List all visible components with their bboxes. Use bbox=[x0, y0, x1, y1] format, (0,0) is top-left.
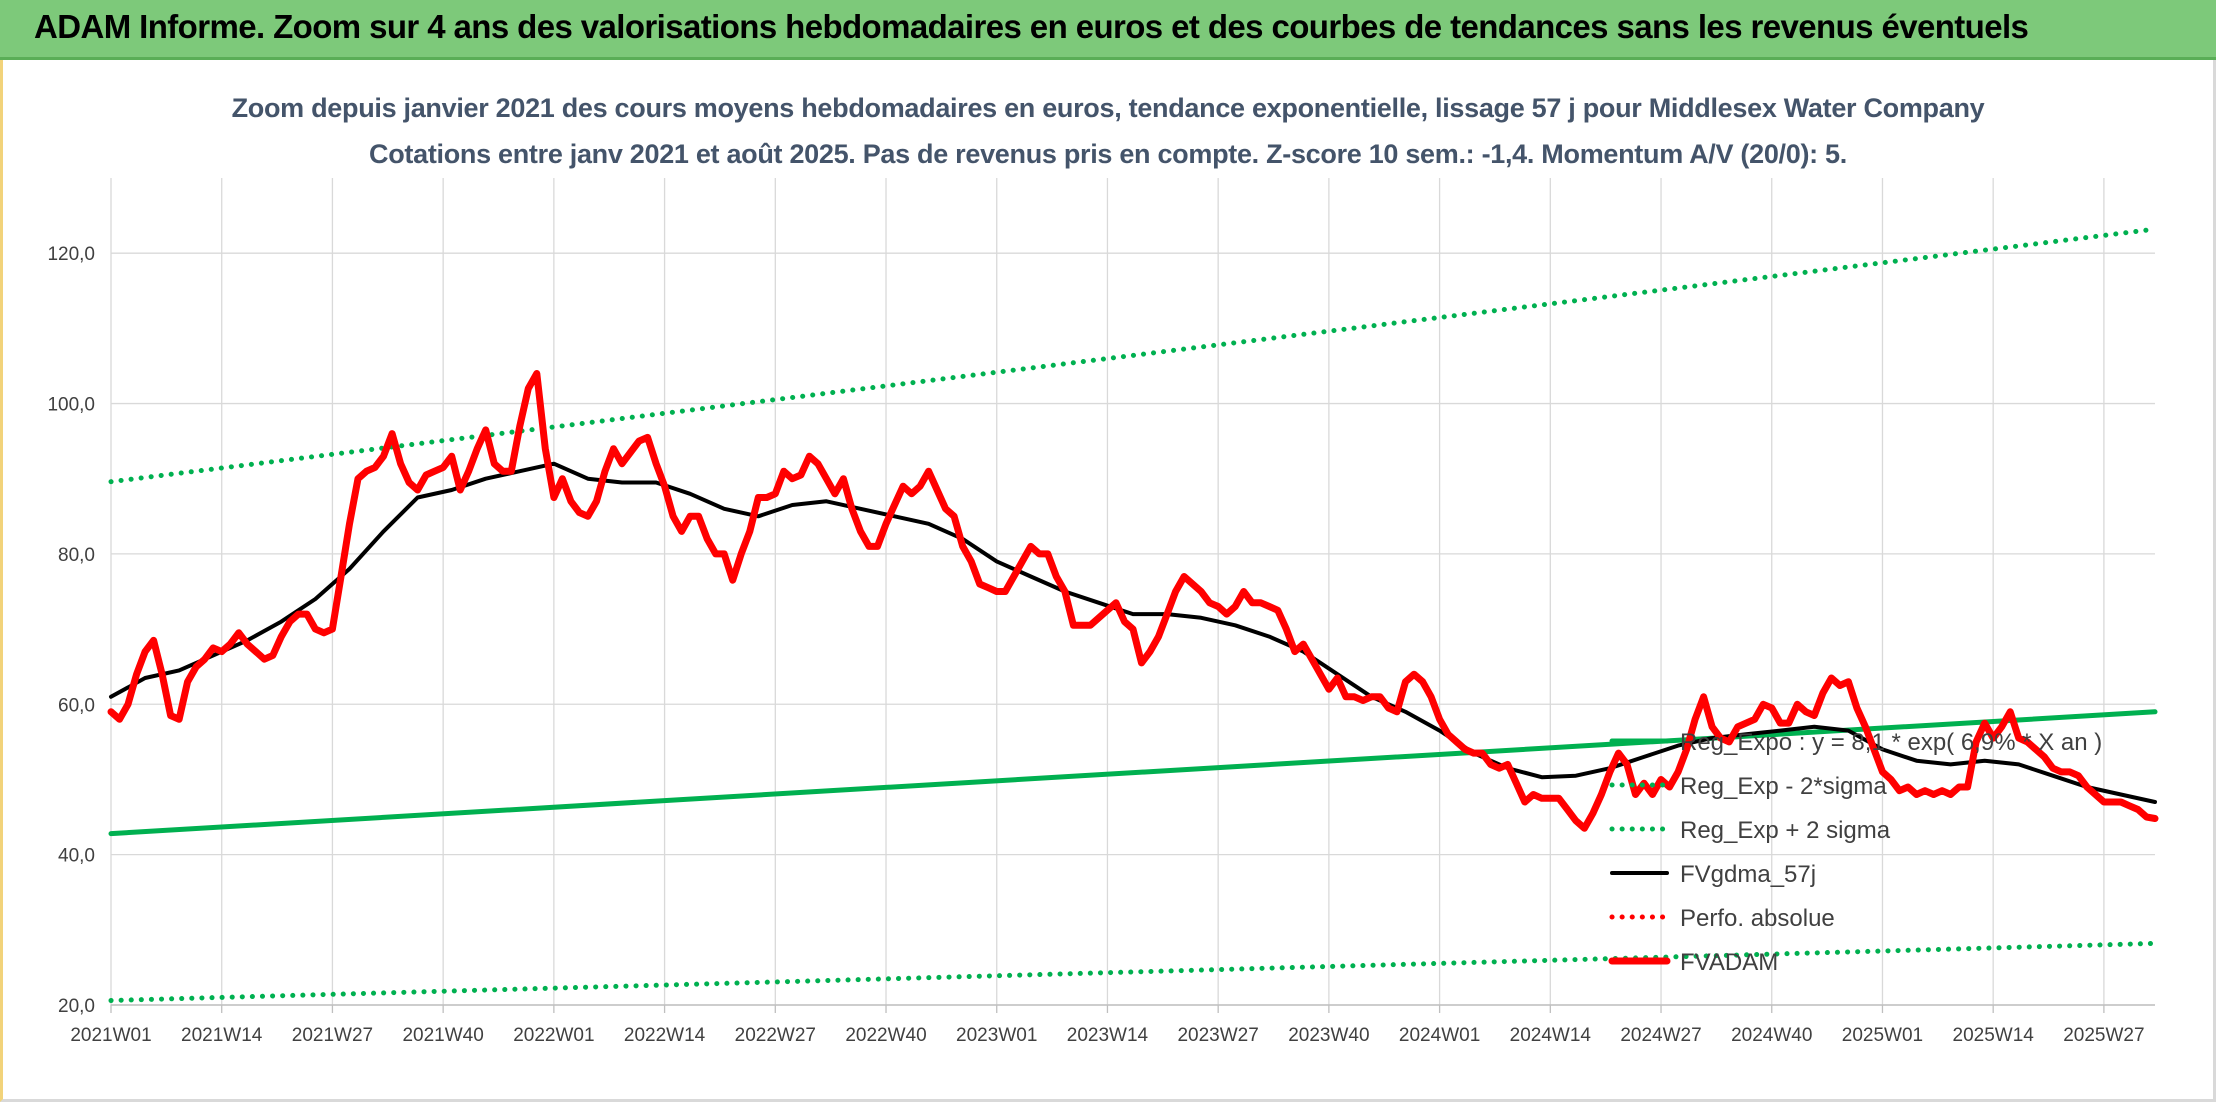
legend-entry-label: FVADAM bbox=[1680, 949, 1778, 976]
x-tick-label: 2024W14 bbox=[1510, 1025, 1592, 1046]
x-tick-label: 2024W01 bbox=[1399, 1025, 1480, 1046]
x-tick-label: 2022W14 bbox=[624, 1025, 706, 1046]
y-tick-label: 80,0 bbox=[58, 545, 95, 566]
series-line-reg_exp bbox=[108, 940, 2158, 1003]
axes: 20,0 40,0 60,0 80,0 100,0 120,0 2021W01 2021W14… bbox=[47, 244, 2155, 1046]
y-tick-label: 60,0 bbox=[58, 695, 95, 716]
x-tick-label: 2021W40 bbox=[402, 1025, 483, 1046]
legend-entry-label: FVgdma_57j bbox=[1680, 861, 1816, 888]
chart: Zoom depuis janvier 2021 des cours moyen… bbox=[47, 93, 2159, 1046]
x-tick-label: 2023W01 bbox=[956, 1025, 1037, 1046]
x-tick-label: 2025W01 bbox=[1842, 1025, 1923, 1046]
x-tick-label: 2022W40 bbox=[845, 1025, 926, 1046]
y-tick-label: 20,0 bbox=[58, 996, 95, 1017]
y-tick-label: 40,0 bbox=[58, 846, 95, 867]
x-tick-label: 2025W27 bbox=[2063, 1025, 2144, 1046]
legend-entry-label: Perfo. absolue bbox=[1680, 905, 1835, 932]
grid bbox=[110, 178, 2155, 1006]
x-tick-label: 2021W14 bbox=[181, 1025, 263, 1046]
x-tick-label: 2023W40 bbox=[1288, 1025, 1369, 1046]
x-tick-label: 2022W01 bbox=[513, 1025, 594, 1046]
legend: Reg_Expo : y = 8,1 * exp( 6,9% * X an ) R… bbox=[1608, 729, 2102, 976]
legend-entry-label: Reg_Exp - 2*sigma bbox=[1680, 773, 1887, 800]
report-title: ADAM Informe. Zoom sur 4 ans des valoris… bbox=[34, 8, 2029, 45]
legend-entry-label: Reg_Exp + 2 sigma bbox=[1680, 817, 1891, 844]
series-line-reg_exp bbox=[108, 226, 2158, 485]
series-line-fvadam bbox=[107, 370, 2159, 832]
chart-subtitle-line-1: Zoom depuis janvier 2021 des cours moyen… bbox=[232, 93, 1985, 123]
x-tick-label: 2022W27 bbox=[735, 1025, 816, 1046]
x-tick-label: 2024W27 bbox=[1620, 1025, 1701, 1046]
chart-subtitle-line-2: Cotations entre janv 2021 et août 2025. … bbox=[369, 139, 1847, 169]
series bbox=[107, 226, 2159, 1003]
x-tick-label: 2021W01 bbox=[70, 1025, 151, 1046]
x-tick-label: 2025W14 bbox=[1953, 1025, 2035, 1046]
report-banner: ADAM Informe. Zoom sur 4 ans des valoris… bbox=[0, 0, 2216, 60]
x-tick-label: 2023W14 bbox=[1067, 1025, 1149, 1046]
y-tick-label: 120,0 bbox=[47, 244, 95, 265]
x-tick-label: 2021W27 bbox=[292, 1025, 373, 1046]
series-line-reg_expo bbox=[108, 709, 2158, 837]
series-line-fvgdma_57j bbox=[109, 461, 2157, 804]
x-tick-label: 2023W27 bbox=[1177, 1025, 1258, 1046]
x-tick-label: 2024W40 bbox=[1731, 1025, 1812, 1046]
y-tick-label: 100,0 bbox=[47, 395, 95, 416]
legend-entry-label: Reg_Expo : y = 8,1 * exp( 6,9% * X an ) bbox=[1680, 729, 2102, 756]
